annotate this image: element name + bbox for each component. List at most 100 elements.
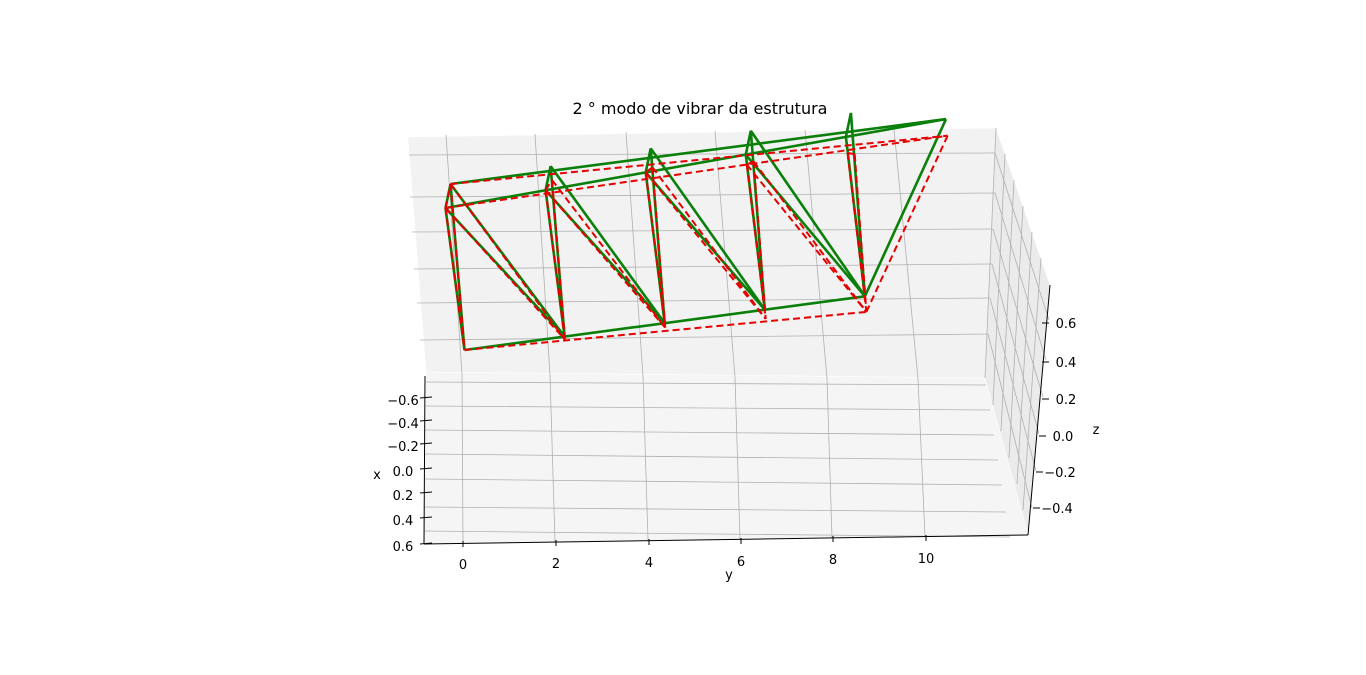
original-member-line (644, 171, 766, 311)
x-tick-mark (419, 516, 433, 519)
y-tick-label: 8 (829, 553, 837, 568)
original-member-line (744, 153, 866, 298)
structure-plot (444, 112, 949, 352)
deformed-member-line (752, 160, 868, 313)
tick-labels: −0.6 −0.4 −0.2 0.0 0.2 0.4 0.6 0 2 4 6 8 10 0.6 0.4 0.2… (387, 317, 1076, 573)
deformed-member-line (444, 207, 566, 341)
back-pane (407, 127, 997, 379)
x-tick-label: −0.6 (387, 394, 419, 409)
deformed-member-line (464, 310, 867, 351)
deformed-member-line (450, 134, 948, 185)
grid-line-floor-x (425, 381, 987, 386)
original-member-line (450, 117, 947, 186)
x-tick-mark (419, 467, 433, 470)
x-tick-label: 0.2 (393, 489, 414, 504)
grid-line-floor-y (917, 378, 926, 537)
x-tick-mark (419, 491, 433, 494)
x-tick-mark (419, 396, 433, 399)
grid-line-back-vertical (804, 129, 828, 379)
grid-line-floor-y (549, 374, 556, 543)
original-member-line (863, 118, 948, 297)
original-member-line (544, 189, 666, 325)
deformed-member-line (847, 152, 855, 156)
gridlines (408, 127, 1050, 544)
deformed-member-line (651, 166, 767, 320)
deformed-member-line (544, 179, 553, 191)
x-tick-label: 0.0 (393, 465, 414, 480)
deformed-member-line (551, 179, 666, 329)
deformed-member-line (746, 163, 868, 313)
x-tick-label: 0.4 (393, 514, 414, 529)
y-tick-label: 4 (645, 556, 653, 571)
z-tick-label: −0.4 (1041, 502, 1073, 517)
deformed-member-line (745, 164, 767, 320)
y-axis-line (423, 534, 1029, 545)
x-tick-label: 0.6 (393, 540, 414, 555)
deformed-member-line (449, 183, 566, 341)
axes-panes (407, 127, 1051, 545)
deformed-member-line (752, 161, 767, 319)
original-member-line (444, 207, 566, 338)
grid-line-floor-x (424, 478, 1003, 486)
grid-line-floor-x (423, 506, 1007, 513)
grid-line-back-horizontal (419, 333, 989, 341)
x-tick-label: −0.4 (387, 417, 419, 432)
grid-line-back-vertical (445, 134, 463, 375)
deformed-member-line (445, 134, 948, 209)
grid-line-right-vertical (992, 153, 1006, 406)
grid-line-back-vertical (534, 133, 551, 376)
grid-line-floor-y (461, 373, 464, 544)
z-tick-label: 0.0 (1053, 430, 1074, 445)
grid-line-floor-x (425, 405, 991, 411)
deformed-member-line (853, 154, 868, 312)
y-tick-label: 6 (737, 555, 745, 570)
original-member-line (749, 129, 866, 298)
deformed-member-line (644, 172, 667, 328)
deformed-member-line (449, 183, 466, 351)
grid-line-right-horizontal (991, 263, 1040, 435)
z-tick-label: 0.4 (1056, 356, 1077, 371)
grid-line-right-horizontal (992, 228, 1044, 398)
deformed-member-line (444, 183, 452, 209)
deformed-member-line (551, 179, 566, 340)
y-axis-label: y (725, 568, 733, 583)
deformed-member-line (645, 166, 654, 174)
grid-line-floor-x (424, 453, 999, 461)
x-axis-line (423, 375, 426, 545)
grid-line-floor-y (642, 375, 649, 541)
x-tick-mark (419, 542, 433, 545)
x-tick-mark (419, 419, 433, 422)
grid-line-back-horizontal (416, 297, 991, 304)
y-tick-label: 2 (552, 557, 560, 572)
floor-pane (423, 371, 1029, 545)
deformed-member-line (651, 167, 667, 328)
x-tick-mark (419, 442, 433, 445)
grid-line-right-vertical (1000, 179, 1015, 432)
deformed-member-line (444, 207, 466, 351)
deformed-member-line (544, 189, 666, 329)
grid-line-right-vertical (1016, 231, 1033, 485)
deformed-member-line (846, 152, 868, 313)
original-member-line (549, 165, 666, 324)
grid-line-right-vertical (1008, 205, 1024, 459)
grid-line-back-vertical (893, 128, 919, 380)
axis-lines (423, 284, 1051, 545)
grid-line-right-vertical (1022, 257, 1042, 511)
z-axis-label: z (1093, 423, 1100, 438)
x-tick-label: −0.2 (387, 440, 419, 455)
grid-line-back-horizontal (413, 263, 993, 270)
deformed-member-line (544, 190, 566, 340)
y-tick-label: 0 (459, 558, 467, 573)
grid-line-right-vertical (984, 127, 997, 379)
y-tick-label: 10 (918, 552, 935, 567)
deformed-mode-series (444, 134, 949, 351)
chart-title: 2 ° modo de vibrar da estrutura (573, 99, 828, 118)
z-tick-label: 0.2 (1056, 393, 1077, 408)
z-tick-label: 0.6 (1056, 317, 1077, 332)
grid-line-floor-x (423, 530, 1011, 538)
z-tick-label: −0.2 (1044, 466, 1076, 481)
grid-line-right-horizontal (994, 192, 1047, 361)
original-member-line (445, 117, 947, 210)
